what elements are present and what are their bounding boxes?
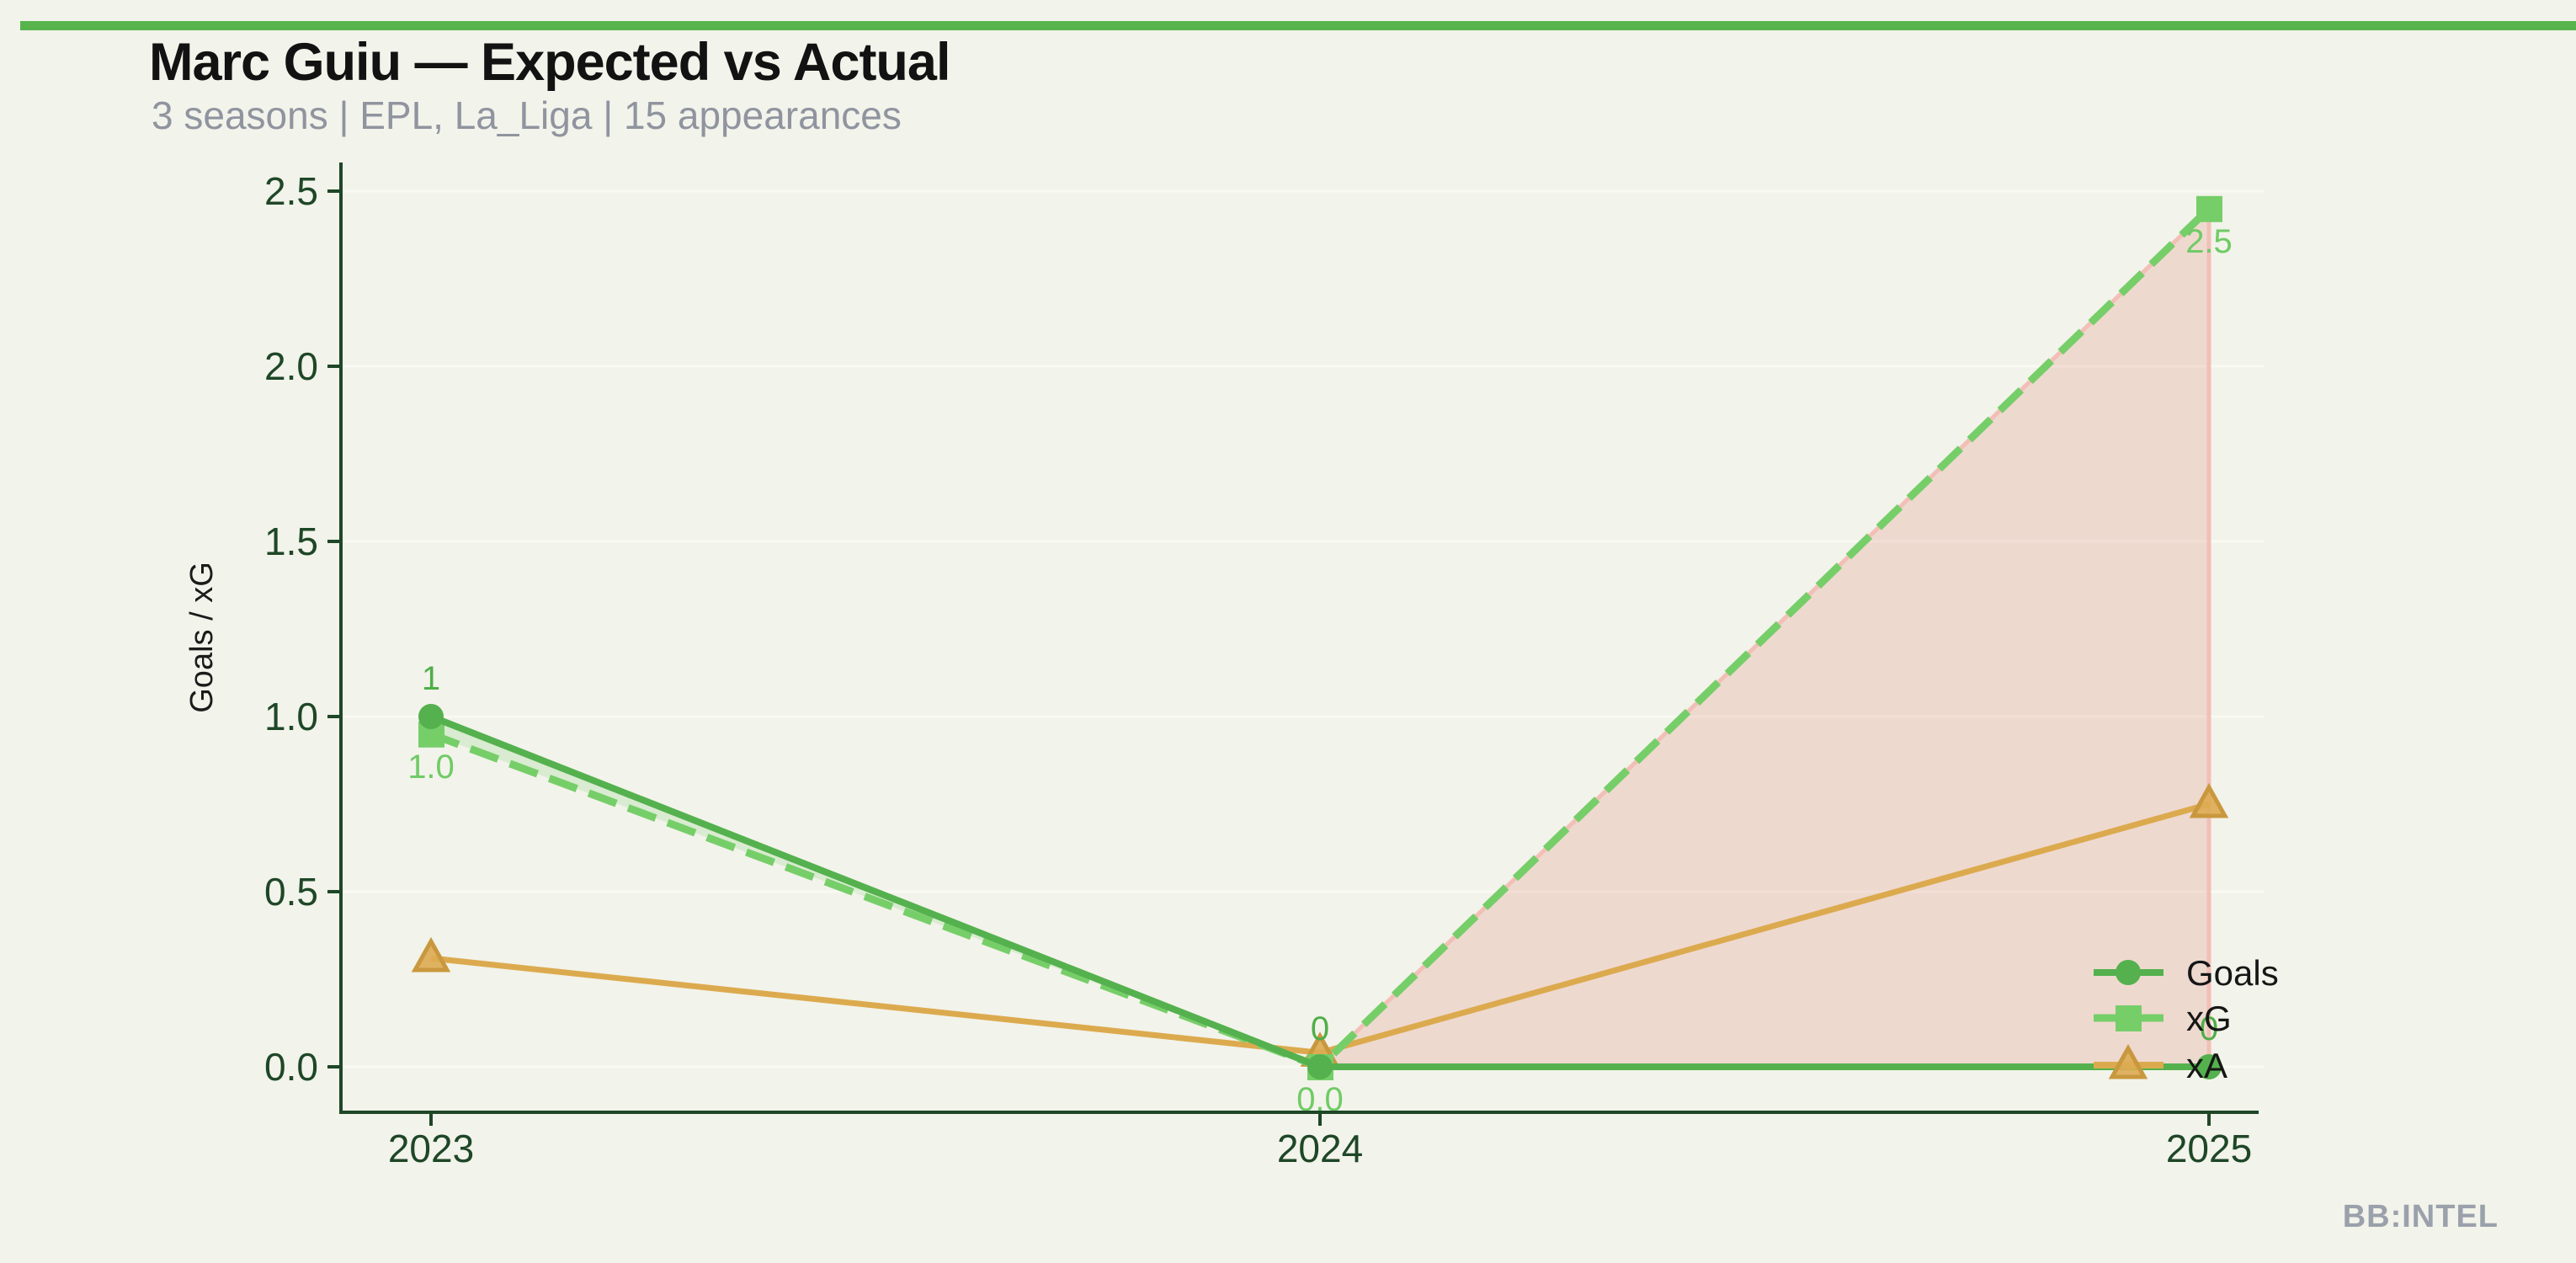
legend-label-goals: Goals — [2186, 953, 2279, 993]
y-tick-label: 2.0 — [264, 344, 318, 388]
x-tick-label: 2024 — [1277, 1127, 1363, 1170]
watermark: BB:INTEL — [2342, 1199, 2499, 1234]
y-tick-label: 0.5 — [264, 870, 318, 914]
legend-label-xa: xA — [2186, 1046, 2227, 1085]
y-tick-label: 2.5 — [264, 169, 318, 213]
y-tick-label: 1.0 — [264, 695, 318, 738]
point-label-goals-2024: 0 — [1311, 1010, 1329, 1047]
legend-marker-xg — [2116, 1005, 2142, 1031]
chart-title: Marc Guiu — Expected vs Actual — [149, 33, 950, 92]
data-point-goals-2024 — [1307, 1054, 1333, 1079]
data-point-xg-2025 — [2196, 195, 2222, 222]
legend-marker-goals — [2116, 960, 2141, 985]
x-tick-label: 2023 — [388, 1127, 474, 1170]
point-label-xg-2023: 1.0 — [407, 749, 455, 786]
legend-label-xg: xG — [2186, 999, 2232, 1038]
accent-bar — [20, 21, 2576, 30]
x-tick-label: 2025 — [2166, 1127, 2252, 1170]
point-label-goals-2025: 0 — [2200, 1010, 2218, 1047]
point-label-goals-2023: 1 — [422, 660, 440, 697]
y-tick-label: 1.5 — [264, 520, 318, 563]
data-point-xa-2025 — [2189, 782, 2229, 818]
y-tick-label: 0.0 — [264, 1045, 318, 1089]
point-label-xg-2025: 2.5 — [2185, 223, 2233, 260]
data-point-goals-2023 — [418, 704, 444, 729]
data-point-xa-2023 — [411, 936, 451, 973]
data-point-goals-2025 — [2196, 1054, 2222, 1079]
chart-subtitle: 3 seasons | EPL, La_Liga | 15 appearance… — [152, 93, 902, 137]
y-axis-title: Goals / xG — [184, 562, 220, 713]
legend-marker-xa — [2108, 1043, 2148, 1079]
